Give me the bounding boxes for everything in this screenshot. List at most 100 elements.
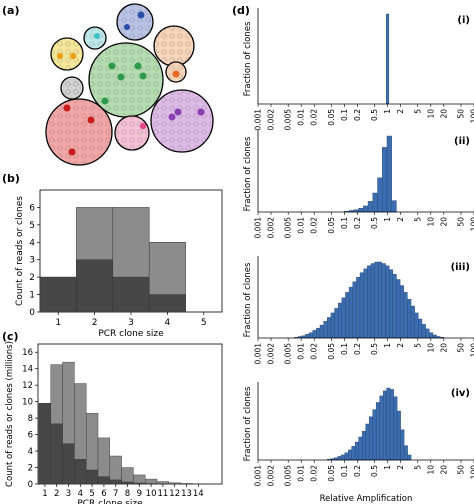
chart-c-x-tick-label: 3	[66, 489, 71, 499]
chart-d-ii-x-tick-label: 0.01	[297, 217, 306, 234]
chart-d-iv-bar	[382, 390, 387, 461]
chart-d-iii-x-tick-label: 10	[426, 343, 435, 353]
chart-d-iii-bar	[399, 285, 404, 339]
chart-d-i-x-tick-label: 0.005	[284, 109, 293, 131]
chart-d-iii-bar	[330, 312, 335, 339]
chart-d-i-x-tick-label: 2	[396, 109, 405, 114]
chart-d-ii-x-tick-label: 0.2	[353, 217, 362, 229]
chart-c-bar-clones	[109, 479, 122, 485]
chart-d-ii-x-tick-label: 100	[470, 217, 474, 232]
chart-d-iii-bar	[407, 299, 412, 339]
chart-d-iv-bar	[361, 431, 366, 461]
chart-d-iii-bar	[305, 334, 310, 339]
chart-d-iv-x-tick-label: 2	[396, 465, 405, 470]
chart-c-y-tick-label: 12	[22, 381, 33, 391]
chart-c-bar-reads	[133, 474, 146, 485]
chart-d-iii-bar	[381, 263, 386, 339]
chart-d-ii-x-tick-label: 0.001	[254, 217, 263, 239]
chart-d-x-axis-title: Relative Amplification	[320, 494, 413, 504]
chart-d-iii-bar	[341, 297, 346, 339]
chart-d-iv-x-tick-label: 50	[456, 465, 465, 475]
panel-label-a: (a)	[2, 4, 19, 17]
chart-d-ii-x-tick-label: 20	[439, 217, 448, 227]
chart-d-iii-bar	[308, 332, 313, 339]
chart-c-y-tick-label: 10	[22, 398, 33, 408]
chart-d-ii-bar	[363, 205, 369, 213]
chart-b-x-tick-label: 4	[165, 318, 171, 328]
chart-d-iv-x-tick-label: 10	[426, 465, 435, 475]
chart-d-iv-x-tick-label: 100	[470, 465, 474, 480]
chart-d-iv-bar	[354, 441, 359, 461]
chart-b-x-axis-title: PCR clone size	[98, 329, 164, 339]
chart-c-y-tick-label: 2	[28, 464, 33, 474]
chart-d-iii-x-tick-label: 0.02	[310, 343, 319, 360]
chart-d-iii-y-axis-title: Fraction of clones	[243, 262, 253, 337]
chart-d-iii-x-tick-label: 20	[439, 343, 448, 353]
chart-d-iv-bar	[375, 402, 380, 461]
chart-c-bar-reads	[144, 478, 158, 485]
chart-d-iv-x-tick-label: 0.05	[327, 465, 336, 482]
chart-c-x-tick-label: 1	[42, 489, 47, 499]
chart-d-iv-bar	[368, 416, 373, 461]
chart-d-iii-bar	[421, 324, 426, 339]
bubble-grey	[60, 76, 84, 100]
chart-d-i-x-tick-label: 0.001	[254, 109, 263, 131]
chart-b-bar-clones	[76, 259, 114, 313]
chart-d-iii-bar	[414, 312, 419, 339]
chart-d-iv-bar	[351, 446, 356, 461]
chart-d-i-x-tick-label: 0.05	[327, 109, 336, 126]
chart-d-iii-x-tick-label: 2	[396, 343, 405, 348]
chart-d-iii-bar	[418, 318, 423, 339]
chart-d-iii-x-tick-label: 5	[413, 343, 422, 348]
chart-d-i-x-tick-label: 0.02	[310, 109, 319, 126]
chart-d-iv-bar	[400, 429, 405, 461]
chart-c-x-tick-label: 10	[146, 489, 157, 499]
chart-d-iii-x-tick-label: 0.05	[327, 343, 336, 360]
chart-c-y-tick-label: 14	[22, 365, 33, 375]
chart-d-iv-x-tick-label: 0.1	[340, 465, 349, 477]
chart-b-bar-clones	[112, 276, 150, 313]
chart-d-iv-bar	[389, 389, 394, 461]
chart-d-iv-y-axis-title: Fraction of clones	[243, 386, 253, 461]
chart-d-relative-amplification: 0.001 0.002 0.005 0.01 0.02 0.05 0.1 0.2 0.5 1 2 5 1…	[243, 8, 474, 504]
chart-d-ii-y-axis-title: Fraction of clones	[243, 136, 253, 211]
chart-d-ii-x-tick-label: 1	[383, 217, 392, 222]
chart-c-bar-reads	[121, 467, 134, 485]
chart-d-iii-bar	[385, 265, 390, 339]
chart-d-iv-x-tick-label: 0.5	[370, 465, 379, 477]
chart-d-iii-bar	[396, 279, 401, 339]
chart-b-y-tick-label: 3	[29, 256, 35, 266]
chart-b-y-tick-label: 5	[29, 221, 35, 231]
chart-d-iii-bar	[327, 317, 332, 339]
bubble-blue	[116, 3, 154, 41]
chart-d-iii-bar	[392, 273, 397, 339]
chart-d-iv-x-tick-label: 1	[383, 465, 392, 470]
chart-d-iii-bar	[359, 272, 364, 339]
chart-c-x-tick-label: 12	[169, 489, 180, 499]
chart-d-iv-bar	[379, 395, 384, 461]
chart-c-bar-clones	[62, 443, 75, 485]
chart-c-y-tick-label: 0	[28, 480, 33, 490]
chart-c-x-tick-label: 13	[181, 489, 192, 499]
chart-d-iv-sub-label: (iv)	[451, 388, 470, 399]
chart-d-iii-bar	[370, 263, 375, 339]
bubble-peach	[153, 25, 195, 67]
chart-d-iv-bar	[365, 423, 370, 461]
chart-c-x-tick-label: 2	[54, 489, 59, 499]
chart-d-iv-bar	[358, 436, 363, 461]
chart-c-x-tick-label: 5	[89, 489, 94, 499]
chart-b-y-tick-label: 6	[29, 203, 35, 213]
chart-c-x-tick-label: 6	[101, 489, 106, 499]
chart-c-y-tick-label: 16	[22, 348, 33, 358]
chart-d-iii-bar	[348, 286, 353, 339]
chart-d-iii-bar	[352, 281, 357, 339]
chart-d-iii-bar	[356, 277, 361, 339]
chart-d-iii-bar	[323, 321, 328, 339]
chart-d-iv-bar	[347, 449, 352, 461]
chart-d-ii-x-tick-label: 10	[426, 217, 435, 227]
chart-d-ii-x-tick-label: 0.02	[310, 217, 319, 234]
chart-d-iv-bar	[340, 454, 345, 461]
chart-d-ii-x-tick-label: 0.5	[370, 217, 379, 229]
chart-d-iii-x-tick-label: 0.001	[254, 343, 263, 365]
